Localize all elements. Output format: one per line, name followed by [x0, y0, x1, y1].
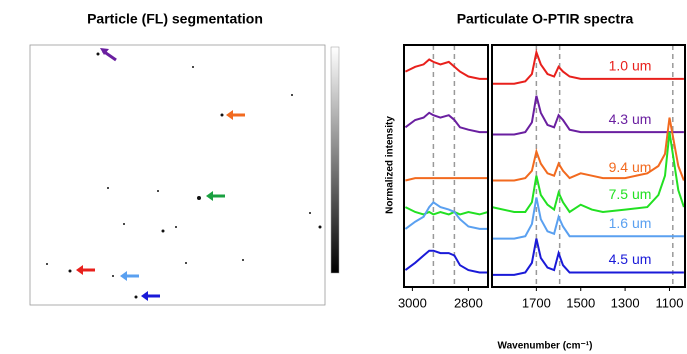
y-axis-label: Normalized intensity [385, 116, 396, 214]
spectrum-line [405, 60, 488, 79]
panel-title: Particle (FL) segmentation [87, 11, 263, 27]
x-tick-label: 3000 [398, 295, 427, 310]
spectrum-line [492, 96, 684, 135]
x-tick-label: 1300 [611, 295, 640, 310]
spectrum-line [492, 198, 684, 239]
x-tick-label: 1100 [655, 295, 683, 310]
spectrum-line [492, 118, 684, 181]
series-label: 9.4 um [609, 159, 652, 175]
spectrum-line [492, 52, 684, 83]
spectrum-line [492, 239, 684, 275]
chart-title: Particulate O-PTIR spectra [457, 11, 634, 27]
x-tick-label: 2800 [454, 295, 483, 310]
spectrum-line [405, 251, 488, 273]
spectrum-line [405, 202, 488, 229]
spectrum-line [405, 178, 488, 180]
plot-frame [404, 45, 488, 287]
segmentation-image [30, 45, 339, 305]
x-axis-label: Wavenumber (cm⁻¹) [498, 341, 593, 352]
series-label: 7.5 um [609, 186, 652, 202]
spectrum-line [405, 113, 488, 132]
spectrum-line [492, 132, 684, 212]
image-frame [30, 45, 325, 305]
series-label: 4.5 um [609, 251, 652, 267]
series-label: 1.0 um [609, 58, 652, 74]
series-label: 4.3 um [609, 111, 652, 127]
figure: Particle (FL) segmentation Particulate O… [0, 0, 687, 354]
series-label: 1.6 um [609, 215, 652, 231]
colorbar [331, 47, 339, 273]
x-tick-label: 1500 [566, 295, 595, 310]
x-tick-label: 1700 [522, 295, 551, 310]
